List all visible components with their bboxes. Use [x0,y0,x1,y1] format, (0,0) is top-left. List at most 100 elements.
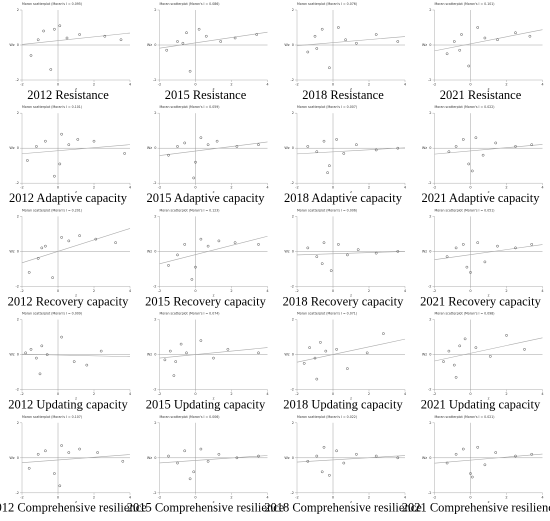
y-tick-label: 2 [154,421,156,425]
y-tick-label: 2 [17,8,19,12]
x-tick-label: 4 [404,495,407,499]
x-tick-label: 0 [332,495,334,499]
point [183,449,187,453]
point [114,241,117,244]
point [474,136,478,140]
x-axis-label: z [75,397,77,401]
point [35,356,38,360]
y-axis-label: Wz [147,249,152,253]
y-tick-label: 2 [292,421,294,425]
point [26,159,29,162]
y-tick-label: -2 [428,491,432,495]
x-tick-label: 2 [505,392,507,396]
point [452,363,456,367]
x-tick-label: 2 [93,289,95,293]
x-tick-label: 0 [194,495,196,499]
point [337,243,340,246]
x-tick-label: -2 [158,495,162,499]
y-tick-label: 0 [429,353,431,357]
caption: 2018 Recovery capacity [283,294,405,308]
point [328,473,331,477]
caption: 2012 Comprehensive resilience [0,501,147,515]
x-axis-label: z [488,500,490,504]
point [454,452,458,456]
point [458,48,462,52]
x-tick-label: 0 [194,186,196,190]
x-tick-label: 0 [194,83,196,87]
x-tick-label: 4 [266,392,269,396]
point [44,139,47,143]
x-tick-label: 4 [541,495,544,499]
y-axis-label: Wz [284,353,289,357]
x-tick-label: 4 [541,392,544,396]
y-tick-label: 2 [154,8,156,12]
point [483,260,487,264]
point [494,451,498,454]
y-axis-label: Wz [284,456,289,460]
x-tick-label: 0 [194,392,196,396]
y-tick-label: -2 [291,284,295,288]
y-tick-label: 0 [154,353,156,357]
caption: 2021 Recovery capacity [420,294,542,308]
y-tick-label: 0 [154,249,156,253]
y-tick-label: 2 [292,8,294,12]
x-tick-label: 0 [57,495,59,499]
point [374,251,378,255]
x-axis-label: z [213,500,215,504]
point [165,48,169,52]
point [488,355,492,358]
x-tick-label: 0 [469,495,471,499]
x-tick-label: 0 [57,186,59,190]
x-axis-label: z [350,293,352,297]
point [320,262,324,265]
y-tick-label: -2 [291,181,295,185]
fit-line [159,141,268,156]
y-tick-label: 2 [429,111,431,115]
point [460,33,463,36]
point [481,153,485,157]
y-axis-label: Wz [422,43,427,47]
y-tick-label: -2 [291,491,295,495]
point [60,335,63,339]
y-tick-label: 0 [154,456,156,460]
fit-line [21,228,131,264]
point [355,452,358,456]
point [78,33,81,36]
y-tick-label: 2 [292,318,294,322]
x-tick-label: -2 [433,392,437,396]
point [528,34,532,38]
point [172,374,176,377]
x-axis-label: z [350,190,352,194]
point [467,162,471,166]
x-tick-label: 0 [332,392,334,396]
point [306,145,310,148]
point [257,454,260,458]
point [355,41,358,45]
plot-title: Moran scatterplot (Moran's I = 0.009) [22,312,82,316]
y-axis-label: Wz [422,249,427,253]
point [94,237,98,241]
point [382,332,385,335]
point [58,162,62,166]
point [185,351,188,355]
point [53,472,56,475]
point [335,138,338,141]
y-tick-label: -2 [428,388,432,392]
plot-title: Moran scatterplot (Moran's I = 0.123) [160,208,220,212]
y-tick-label: 0 [154,146,156,150]
x-tick-label: 2 [93,392,95,396]
point [329,269,333,272]
x-tick-label: -2 [433,289,437,293]
plot-title: Moran scatterplot (Moran's I = 0.074) [160,312,220,316]
point [365,351,369,355]
point [58,484,62,488]
plot-title: Moran scatterplot (Moran's I = 0.107) [22,415,82,419]
point [45,353,49,356]
point [40,344,44,348]
y-tick-label: -2 [153,491,157,495]
point [235,456,239,460]
point [396,456,400,460]
point [185,31,188,35]
point [215,139,219,143]
point [179,342,183,346]
